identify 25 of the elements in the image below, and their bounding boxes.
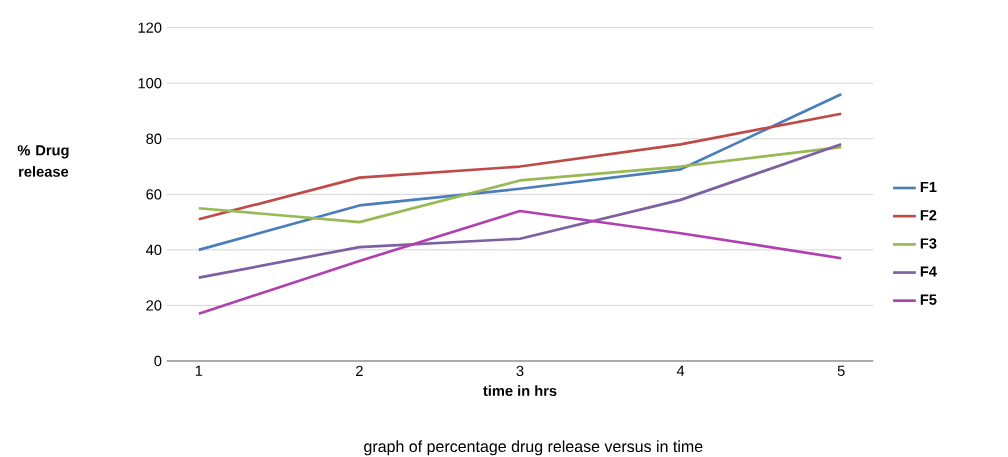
legend-label: F3 — [920, 238, 937, 249]
line-series — [197, 112, 843, 221]
line-series — [197, 92, 843, 252]
y-tick-label: 20 — [146, 300, 162, 311]
y-tick-label: 80 — [146, 133, 162, 144]
y-tick-label: 0 — [154, 355, 162, 367]
x-tick-label: 2 — [356, 365, 363, 376]
x-axis-title: time in hrs — [483, 385, 557, 397]
line-series — [197, 142, 843, 279]
legend-label: F5 — [920, 294, 937, 305]
y-tick-label: 60 — [146, 189, 162, 200]
y-tick-label: 40 — [145, 244, 162, 256]
legend-label: F1 — [920, 181, 937, 193]
y-tick-label: 120 — [138, 22, 162, 33]
line-series — [197, 209, 843, 316]
text: graph of percentage drug release versus in time — [364, 440, 703, 456]
x-tick-label: 5 — [837, 365, 845, 376]
x-tick-label: 3 — [516, 365, 524, 377]
x-tick-label: 1 — [195, 365, 203, 376]
y-tick-label: 100 — [138, 78, 162, 89]
legend-label: F4 — [920, 266, 937, 277]
line-series — [197, 145, 843, 224]
legend-label: F2 — [920, 210, 937, 221]
y-axis-title: % Drug release — [17, 145, 69, 177]
x-tick-label: 4 — [676, 365, 685, 376]
